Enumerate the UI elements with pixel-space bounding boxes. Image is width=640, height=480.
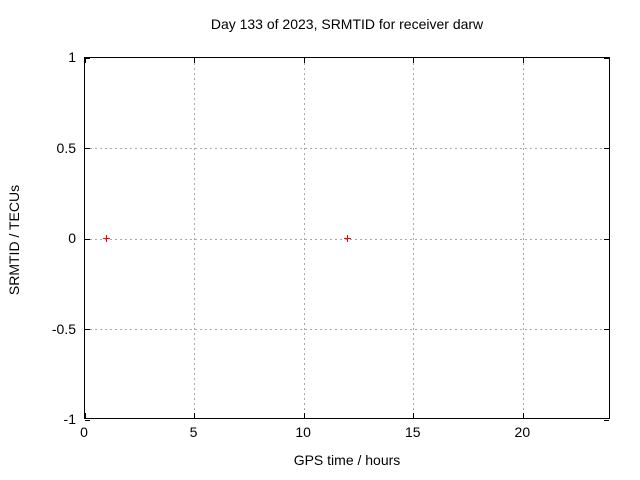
y-tick-left [85, 238, 90, 240]
y-tick-left [85, 329, 90, 330]
x-tick-top [194, 58, 196, 63]
y-tick-label: -0.5 [51, 320, 76, 337]
y-tick-label: 0.5 [56, 139, 76, 156]
y-tick-right [604, 329, 609, 330]
y-tick-label: 1 [68, 49, 76, 65]
x-tick-bottom [84, 413, 86, 418]
x-tick-bottom [303, 413, 305, 418]
x-tick-label: 15 [404, 424, 421, 440]
plot-area [84, 57, 610, 421]
x-tick-bottom [413, 413, 415, 418]
data-point-marker [344, 235, 351, 242]
gridline-y [85, 148, 609, 149]
x-axis-label: GPS time / hours [293, 452, 401, 468]
x-tick-label: 10 [295, 424, 311, 440]
x-tick-label: 20 [514, 424, 531, 440]
gridline-x [522, 58, 524, 418]
x-tick-top [522, 58, 524, 63]
x-tick-top [84, 58, 86, 63]
x-tick-top [303, 58, 305, 63]
y-tick-right [604, 419, 609, 421]
x-tick-bottom [194, 413, 196, 418]
y-tick-label: 0 [68, 230, 76, 246]
gridline-x [413, 58, 415, 418]
chart-title: Day 133 of 2023, SRMTID for receiver dar… [210, 16, 484, 32]
x-tick-top [413, 58, 415, 63]
y-tick-right [604, 148, 609, 149]
x-tick-label: 5 [189, 424, 198, 440]
y-tick-label: -1 [63, 411, 76, 427]
x-tick-bottom [522, 413, 524, 418]
y-tick-left [85, 419, 90, 421]
x-tick-label: 0 [80, 424, 88, 440]
gridline-y [85, 329, 609, 330]
y-tick-right [604, 57, 609, 59]
gridline-x [303, 58, 305, 418]
gridline-x [194, 58, 196, 418]
y-tick-right [604, 238, 609, 240]
y-tick-left [85, 148, 90, 149]
data-point-marker [102, 235, 110, 242]
y-tick-left [85, 57, 90, 59]
